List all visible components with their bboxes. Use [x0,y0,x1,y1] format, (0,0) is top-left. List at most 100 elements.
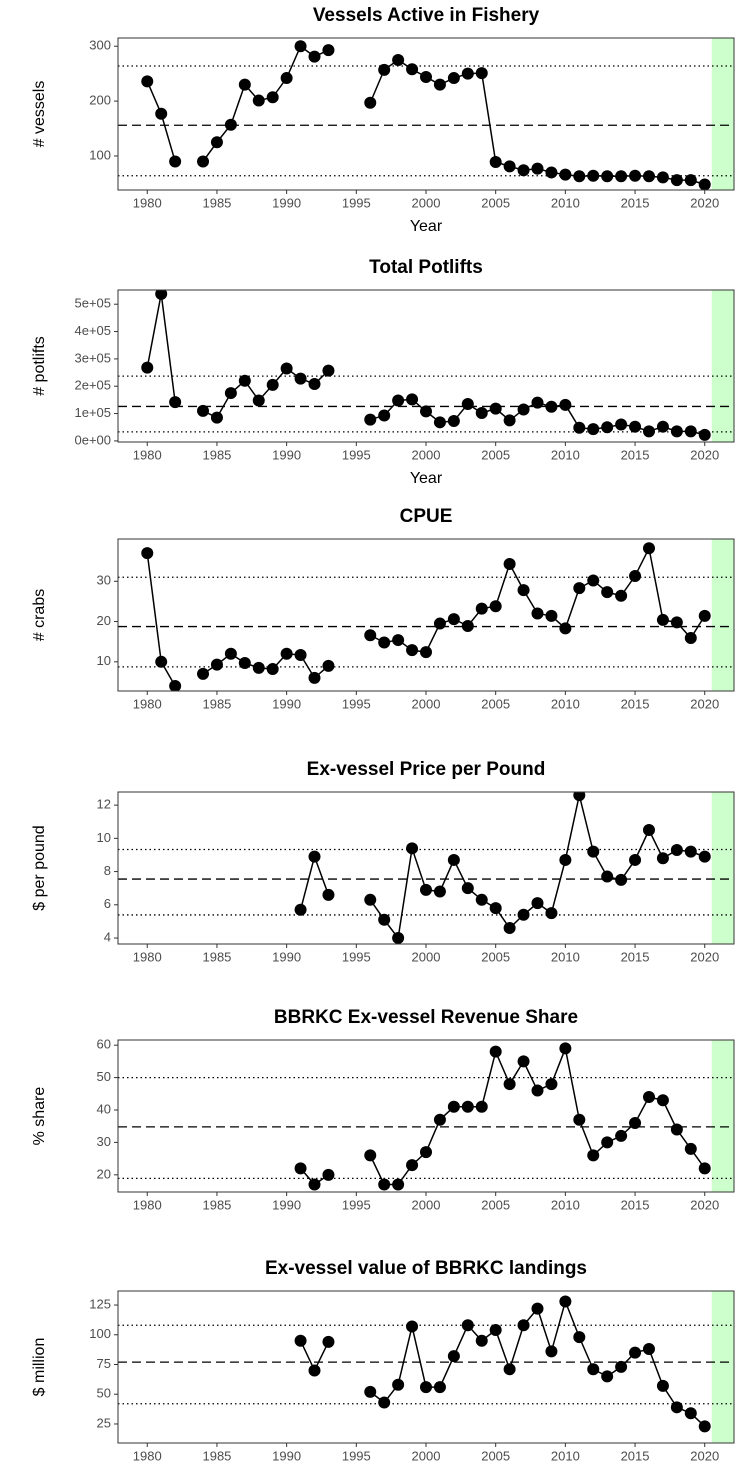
data-point [656,852,669,865]
data-point [503,160,516,173]
data-point [392,932,405,944]
data-point [670,174,683,187]
data-point [420,1381,432,1394]
data-point [141,75,154,88]
x-tick-label: 1995 [342,195,371,210]
data-point [420,646,432,659]
data-point [210,658,223,671]
panel: Vessels Active in Fishery # vessels Year 10… [31,5,735,235]
data-point [322,1335,335,1348]
data-point [642,542,655,555]
data-point [656,1094,669,1107]
y-tick-label: 3e+05 [74,350,111,365]
data-point [280,72,293,85]
x-tick-label: 2000 [412,1197,441,1212]
data-point [238,374,251,387]
data-point [629,1346,642,1359]
data-point [587,169,600,182]
data-point [489,902,502,915]
data-point [517,908,530,921]
data-point [615,170,628,183]
panel: BBRKC Ex-vessel Revenue Share % share 20 30… [31,1007,735,1212]
x-tick-label: 1990 [272,447,301,462]
data-point [629,570,642,583]
data-point [420,883,432,896]
panel-border [117,37,735,191]
x-tick-label: 2000 [412,1448,441,1463]
data-point [308,671,321,684]
panel-title: Vessels Active in Fishery [313,5,540,26]
data-point [545,1345,558,1358]
data-point [266,663,279,676]
x-axis-label: Year [410,470,443,487]
x-tick-label: 2000 [412,949,441,964]
plot-area [118,290,734,442]
data-point [503,414,516,427]
data-point [698,178,711,190]
plot-area [118,539,734,691]
data-point [308,50,321,63]
data-point [601,1136,614,1149]
y-axis-label: % share [31,1087,48,1146]
data-point [503,1363,516,1376]
data-point [141,361,154,374]
x-tick-label: 1990 [272,696,301,711]
data-point [684,1407,697,1420]
data-point [364,629,377,642]
data-point [252,94,265,107]
x-tick-label: 1985 [202,195,231,210]
data-point [656,171,669,184]
data-point [642,824,655,837]
data-point [238,78,251,91]
panel-border [117,289,735,443]
data-point [587,574,600,587]
y-tick-label: 30 [97,1134,111,1149]
data-point [406,63,419,76]
x-tick-label: 1985 [202,949,231,964]
data-point [615,1360,628,1373]
data-point [169,679,182,691]
panel: Ex-vessel value of BBRKC landings $ milli… [31,1258,735,1463]
x-tick-label: 2015 [621,949,650,964]
y-tick-label: 5e+05 [74,296,111,311]
data-point [322,1168,335,1181]
x-tick-label: 2005 [481,195,510,210]
y-tick-label: 75 [97,1356,111,1371]
data-point [656,420,669,433]
x-tick-label: 2010 [551,195,580,210]
data-point [420,405,432,418]
data-point [238,657,251,670]
data-point [155,107,168,120]
data-point [294,648,307,661]
x-tick-label: 2000 [412,195,441,210]
x-tick-label: 2020 [690,1448,719,1463]
y-tick-label: 60 [97,1037,111,1052]
data-point [461,1100,474,1113]
y-tick-label: 20 [97,613,111,628]
data-point [656,1379,669,1392]
x-tick-label: 2005 [481,1197,510,1212]
data-point [433,78,446,91]
data-point [224,118,237,131]
data-point [670,1401,683,1414]
data-point [364,1149,377,1162]
data-point [587,1363,600,1376]
y-tick-label: 6 [104,896,111,911]
data-point [392,1378,405,1391]
data-point [378,636,391,649]
data-point [615,873,628,886]
panel-title: Total Potlifts [369,257,483,278]
y-tick-label: 50 [97,1386,111,1401]
data-point [573,1331,586,1344]
y-tick-label: 10 [97,830,111,845]
y-tick-label: 10 [97,653,111,668]
data-point [461,67,474,80]
data-point [684,174,697,187]
data-point [378,63,391,76]
data-point [433,617,446,630]
data-point [378,913,391,926]
data-point [656,613,669,626]
data-point [670,1123,683,1136]
x-tick-label: 2005 [481,1448,510,1463]
data-point [155,290,168,300]
